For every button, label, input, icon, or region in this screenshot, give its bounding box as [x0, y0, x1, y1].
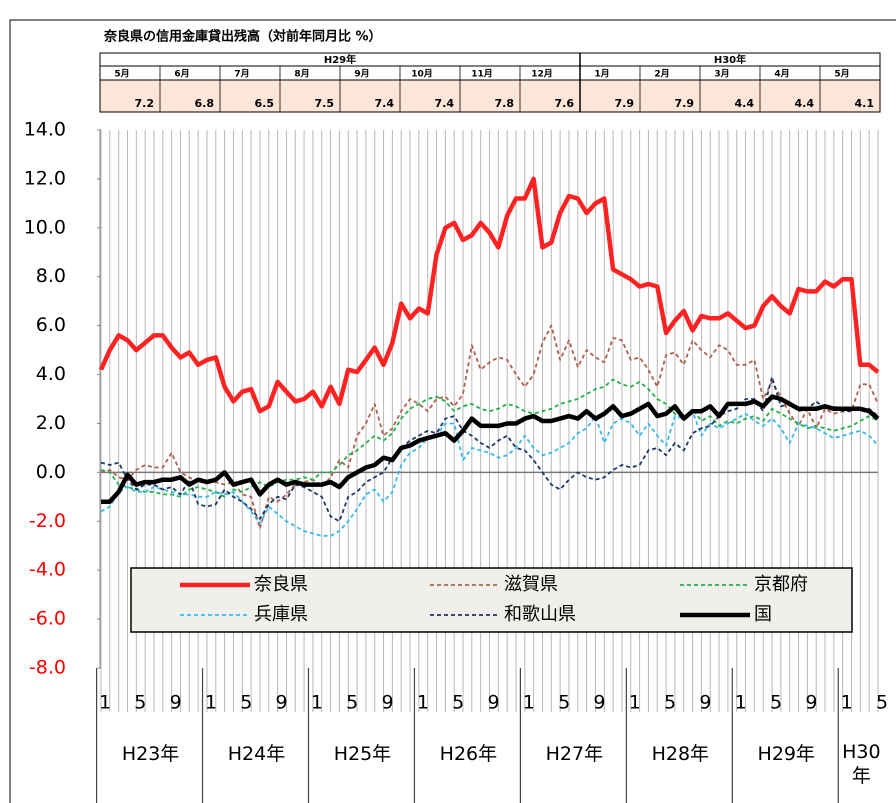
legend-label: 滋賀県: [504, 574, 558, 595]
table-value: 4.4: [795, 97, 815, 110]
table-month: 1月: [594, 69, 609, 80]
x-tick-label: 9: [276, 692, 288, 714]
x-tick-label: 5: [876, 692, 888, 714]
table-era: H29年: [324, 53, 356, 66]
table-value: 7.4: [435, 97, 455, 110]
series-line: [100, 378, 879, 498]
y-tick-label: -2.0: [29, 510, 66, 532]
y-tick-label: -6.0: [29, 608, 66, 630]
x-tick-label: 5: [664, 692, 676, 714]
table-month: 12月: [531, 69, 553, 80]
table-value: 7.8: [495, 97, 515, 110]
table-era: H30年: [714, 53, 746, 66]
year-label: H30年: [842, 741, 881, 787]
table-value: 7.6: [555, 97, 575, 110]
chart-frame: [9, 19, 896, 803]
y-tick-label: 12.0: [24, 167, 66, 189]
series-line: [100, 376, 879, 523]
x-tick-label: 1: [417, 692, 429, 714]
table-month: 3月: [714, 69, 729, 80]
y-tick-label: 14.0: [24, 119, 66, 141]
x-tick-label: 9: [487, 692, 499, 714]
x-tick-label: 5: [770, 692, 782, 714]
table-month: 7月: [234, 69, 249, 80]
legend-label: 兵庫県: [254, 604, 308, 625]
x-tick-label: 1: [841, 692, 853, 714]
legend-label: 奈良県: [254, 574, 308, 595]
table-month: 5月: [114, 69, 129, 80]
year-label: H24年: [227, 743, 286, 765]
legend-label: 国: [754, 604, 772, 625]
table-era-row: [99, 52, 881, 67]
x-tick-label: 9: [805, 692, 817, 714]
table-month: 4月: [774, 69, 789, 80]
x-tick-label: 5: [134, 692, 146, 714]
x-tick-label: 9: [699, 692, 711, 714]
y-tick-label: 6.0: [36, 314, 66, 336]
table-value: 7.9: [615, 97, 635, 110]
x-tick-label: 1: [629, 692, 641, 714]
table-value: 6.8: [195, 97, 215, 110]
chart-title: 奈良県の信用金庫貸出残高（対前年同月比 %）: [103, 29, 382, 45]
series-line: [98, 176, 880, 414]
x-tick-label: 1: [99, 692, 111, 714]
year-label: H25年: [333, 743, 392, 765]
series-line: [101, 394, 880, 504]
table-value: 7.9: [675, 97, 695, 110]
y-tick-label: 8.0: [36, 265, 66, 287]
y-tick-label: 2.0: [36, 412, 66, 434]
year-label: H23年: [121, 743, 180, 765]
year-label: H26年: [439, 743, 498, 765]
table-value: 7.2: [135, 97, 155, 110]
table-month: 5月: [834, 69, 849, 80]
table-month: 2月: [654, 69, 669, 80]
table-month: 8月: [294, 69, 309, 80]
x-tick-label: 1: [311, 692, 323, 714]
x-tick-label: 5: [452, 692, 464, 714]
y-tick-label: -8.0: [29, 657, 66, 679]
y-tick-label: 4.0: [36, 363, 66, 385]
table-value: 4.1: [855, 97, 875, 110]
table-month: 11月: [471, 69, 493, 80]
table-value: 4.4: [735, 97, 755, 110]
table-value: 6.5: [255, 97, 275, 110]
year-label: H29年: [757, 743, 816, 765]
table-month: 10月: [411, 69, 433, 80]
y-tick-label: -4.0: [29, 559, 66, 581]
x-tick-label: 9: [593, 692, 605, 714]
x-tick-label: 5: [346, 692, 358, 714]
table-month: 9月: [354, 69, 369, 80]
x-tick-label: 1: [735, 692, 747, 714]
x-tick-label: 5: [558, 692, 570, 714]
legend-box: [130, 567, 853, 633]
year-label: H27年: [545, 743, 604, 765]
x-tick-label: 9: [170, 692, 182, 714]
x-tick-label: 1: [205, 692, 217, 714]
legend-label: 京都府: [754, 574, 808, 595]
y-tick-label: 0.0: [36, 461, 66, 483]
year-label: H28年: [651, 743, 710, 765]
table-value-row: [99, 79, 881, 113]
legend-label: 和歌山県: [504, 604, 576, 625]
table-month: 6月: [174, 69, 189, 80]
x-tick-label: 1: [523, 692, 535, 714]
table-value: 7.4: [375, 97, 395, 110]
table-value: 7.5: [315, 97, 335, 110]
y-tick-label: 10.0: [24, 216, 66, 238]
x-tick-label: 5: [240, 692, 252, 714]
x-tick-label: 9: [381, 692, 393, 714]
